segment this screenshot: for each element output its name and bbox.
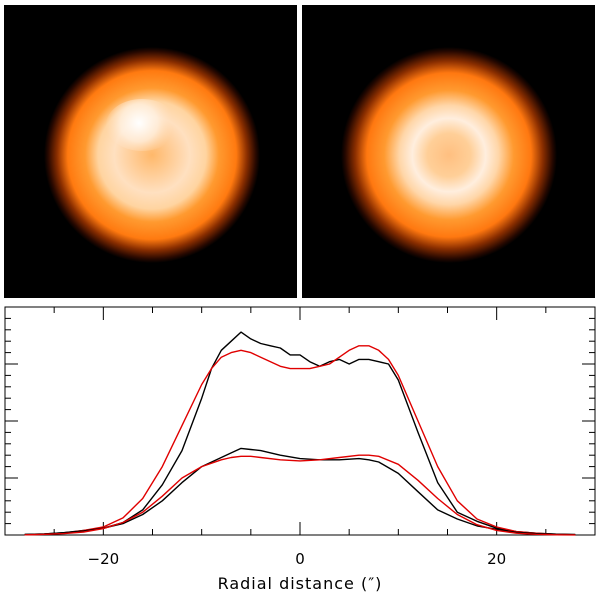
- observed-bright-spot: [106, 99, 178, 151]
- model-image-panel: [302, 5, 595, 298]
- model-image: [302, 5, 595, 298]
- observed-nebula: [44, 47, 260, 263]
- model-nebula: [341, 47, 557, 263]
- model-profile-line-2: [24, 345, 576, 536]
- x-tick-label: 20: [487, 550, 506, 568]
- profile-series: [24, 331, 576, 536]
- model-profile-line-4: [24, 454, 576, 536]
- radial-profile-chart: −20 0 20 Radial distance (″): [4, 306, 596, 593]
- observed-image-panel: [4, 5, 297, 298]
- observed-image: [4, 5, 297, 298]
- plot-frame: [4, 306, 596, 536]
- x-tick-labels: −20 0 20: [88, 550, 507, 568]
- axis-ticks: [4, 306, 596, 536]
- x-tick-label: 0: [295, 550, 305, 568]
- observed-profile-line-3: [24, 447, 576, 536]
- observed-profile-line-1: [24, 331, 576, 536]
- x-tick-label: −20: [88, 550, 120, 568]
- x-axis-label: Radial distance (″): [218, 574, 383, 593]
